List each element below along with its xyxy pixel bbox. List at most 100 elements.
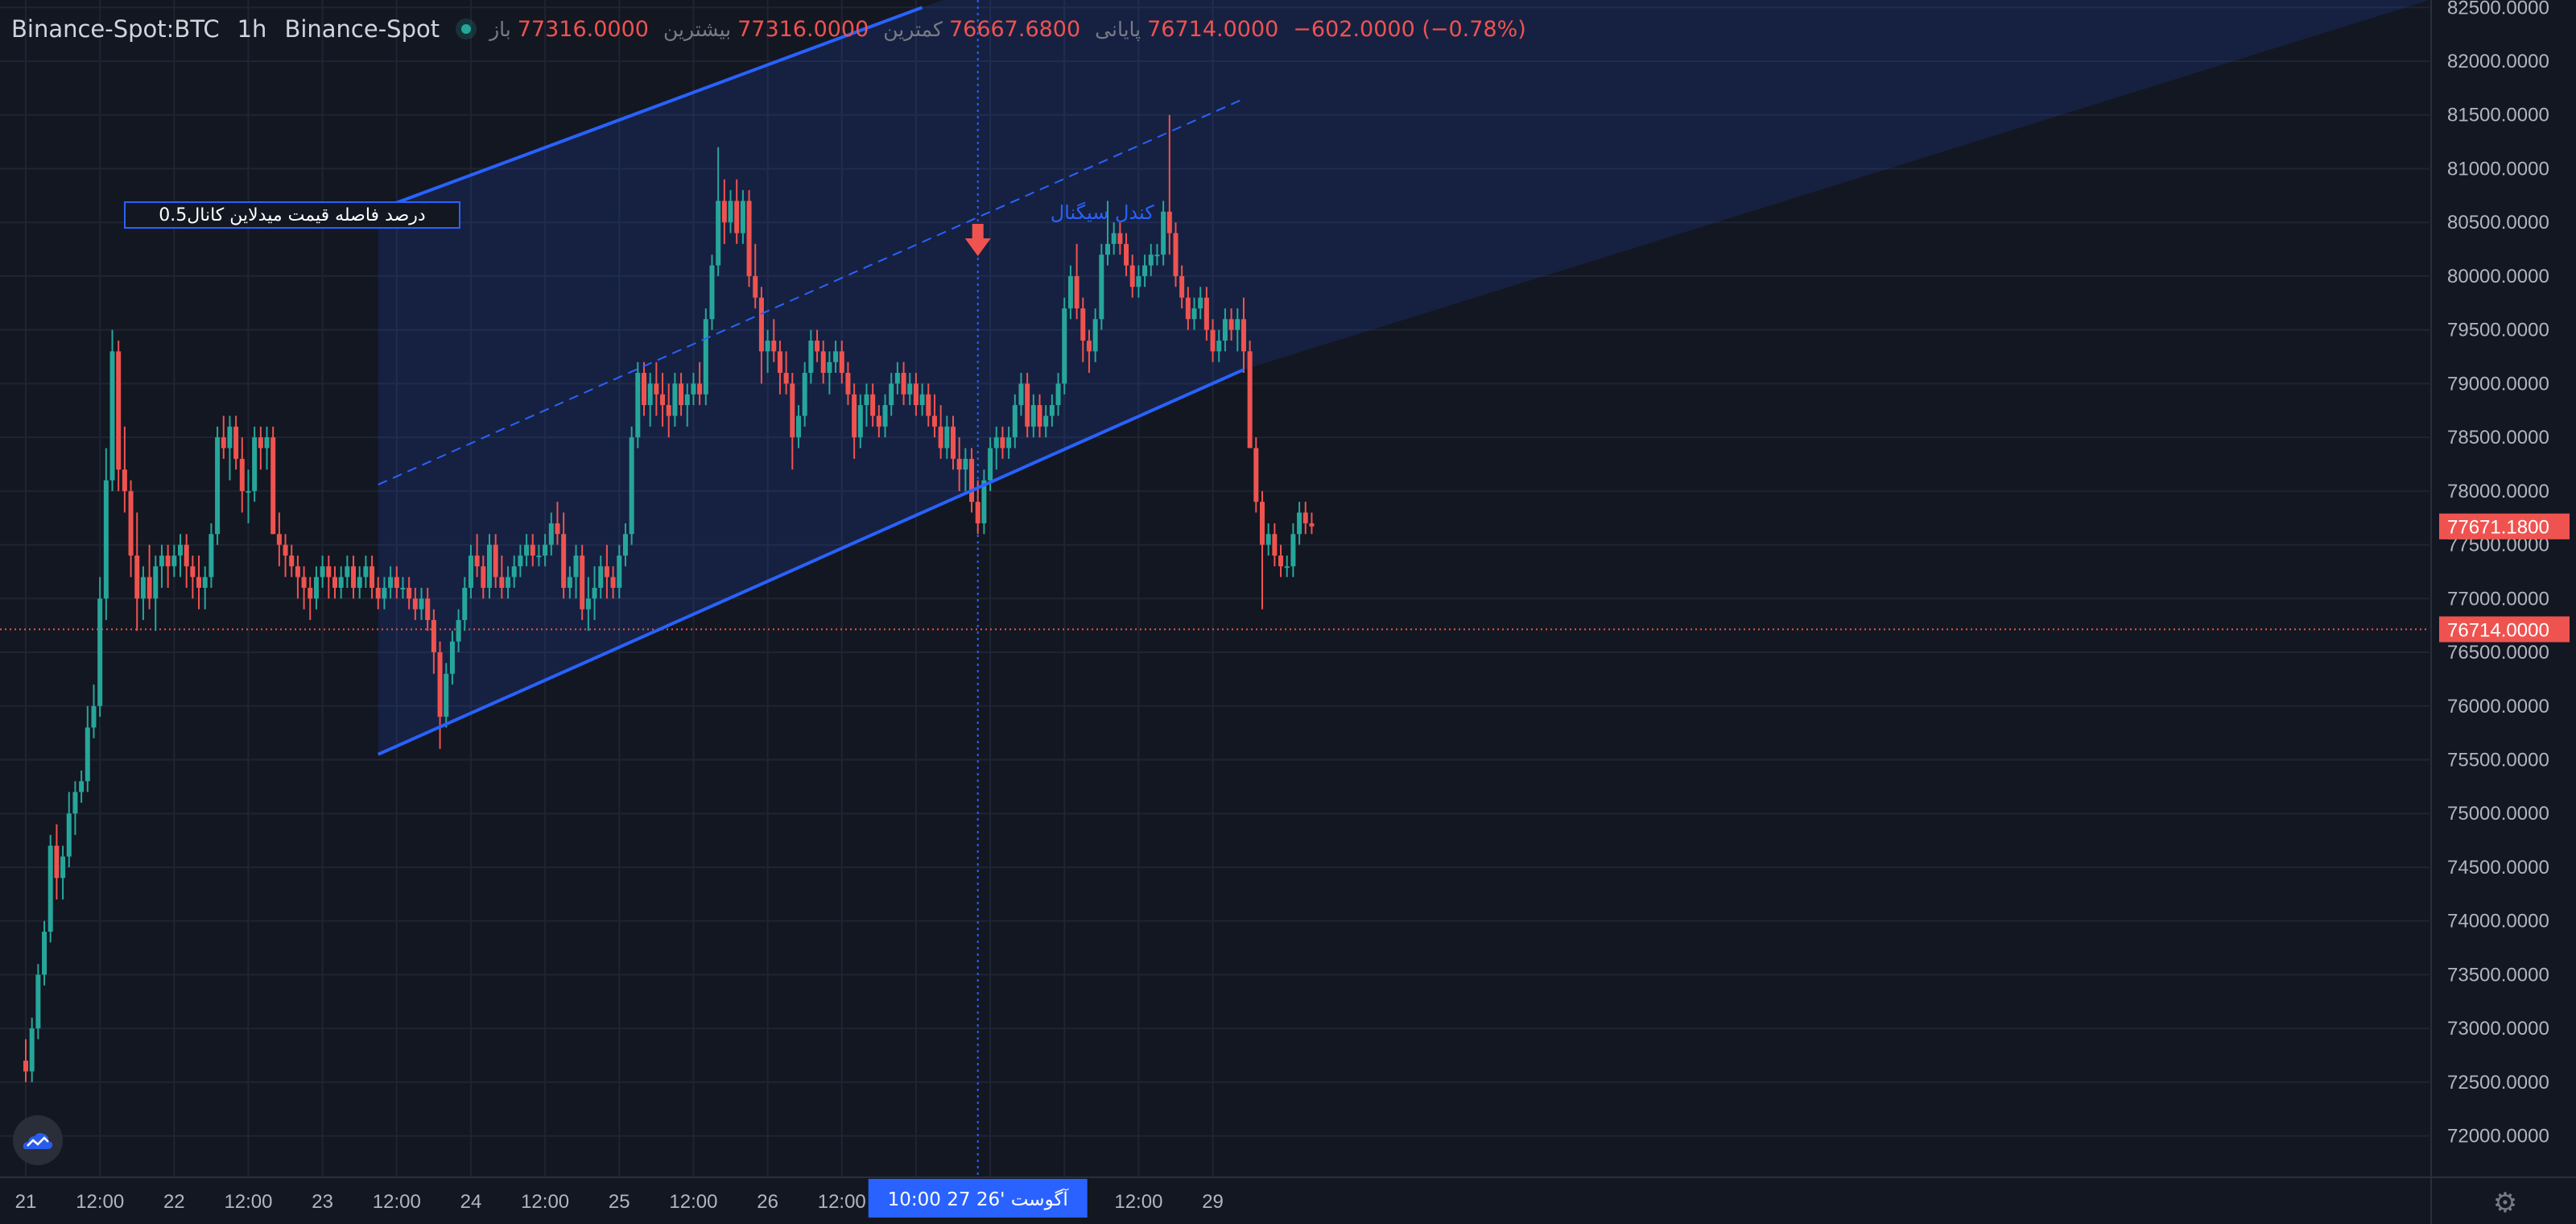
candle-body[interactable] [889,383,894,406]
candle-body[interactable] [827,362,832,374]
candle-body[interactable] [474,555,480,567]
candle-body[interactable] [1241,319,1246,352]
candle-body[interactable] [567,577,572,588]
candle-body[interactable] [196,577,202,588]
candle-body[interactable] [796,416,801,438]
candle-body[interactable] [351,566,357,588]
candle-body[interactable] [610,577,616,588]
market-status-icon[interactable] [456,19,477,39]
candle-body[interactable] [845,373,851,395]
candle-body[interactable] [1198,297,1203,308]
candle-body[interactable] [1173,233,1179,276]
candle-body[interactable] [1228,319,1234,330]
candle-body[interactable] [1006,437,1012,449]
candle-body[interactable] [808,340,814,374]
candle-body[interactable] [1191,308,1197,320]
candle-body[interactable] [734,201,740,234]
candle-body[interactable] [1117,233,1123,244]
candle-body[interactable] [375,587,381,599]
candle-body[interactable] [456,619,461,642]
candle-body[interactable] [35,974,41,1029]
candle-body[interactable] [394,577,399,588]
candle-body[interactable] [345,566,350,577]
candle-body[interactable] [202,577,208,588]
candle-body[interactable] [536,555,542,557]
candle-body[interactable] [870,394,876,416]
candle-body[interactable] [555,523,560,535]
candle-body[interactable] [153,566,159,599]
candle-body[interactable] [481,566,486,588]
candle-body[interactable] [1105,243,1110,255]
candle-body[interactable] [1278,555,1284,567]
candle-body[interactable] [672,383,678,416]
candle-body[interactable] [184,544,189,567]
candle-body[interactable] [1111,233,1117,244]
candle-body[interactable] [721,201,727,223]
candle-body[interactable] [215,437,221,535]
candle-body[interactable] [1086,340,1092,352]
candle-body[interactable] [425,598,431,620]
candle-body[interactable] [1043,416,1049,427]
candle-body[interactable] [1136,275,1141,287]
candle-body[interactable] [313,577,319,599]
candle-body[interactable] [951,426,956,459]
candle-body[interactable] [1265,534,1271,545]
candle-body[interactable] [604,566,609,577]
channel-lower-line[interactable] [377,368,1245,756]
candle-body[interactable] [221,437,226,449]
candle-body[interactable] [765,340,770,352]
candle-body[interactable] [679,383,684,406]
candle-body[interactable] [1309,523,1315,527]
candle-body[interactable] [91,705,97,728]
candle-body[interactable] [264,437,270,449]
candle-body[interactable] [1179,275,1185,298]
candle-body[interactable] [684,394,690,406]
candle-body[interactable] [1129,265,1135,287]
candle-body[interactable] [60,856,66,879]
candle-body[interactable] [956,458,962,470]
candle-body[interactable] [622,534,628,556]
candle-body[interactable] [283,544,288,556]
candle-body[interactable] [419,598,424,610]
candle-body[interactable] [580,555,585,610]
candle-body[interactable] [134,555,140,599]
candle-body[interactable] [122,469,127,491]
candle-body[interactable] [666,405,671,416]
candle-body[interactable] [1166,211,1172,234]
candle-body[interactable] [1099,254,1104,320]
candle-body[interactable] [635,373,641,438]
candle-body[interactable] [85,727,90,782]
candle-body[interactable] [1216,340,1222,352]
candle-body[interactable] [530,544,535,556]
candle-body[interactable] [1080,308,1086,341]
candle-body[interactable] [691,383,696,395]
candle-body[interactable] [709,265,715,320]
candle-body[interactable] [1290,534,1296,567]
candle-body[interactable] [437,652,443,717]
candle-body[interactable] [128,490,134,556]
candle-body[interactable] [227,426,233,449]
candle-body[interactable] [165,555,171,567]
candle-body[interactable] [1302,512,1308,523]
candle-body[interactable] [72,792,78,814]
candle-body[interactable] [1210,329,1216,352]
candle-body[interactable] [1037,405,1042,427]
candle-body[interactable] [969,458,975,502]
candle-body[interactable] [326,566,332,577]
candle-body[interactable] [524,544,530,556]
candle-body[interactable] [1000,437,1005,449]
candle-body[interactable] [388,577,394,588]
candle-body[interactable] [1253,448,1259,502]
candle-body[interactable] [178,544,183,556]
middle-line-annotation[interactable]: درصد فاصله قیمت میدلاین کانال0.5 [124,201,460,229]
candle-body[interactable] [617,555,622,588]
candle-body[interactable] [171,555,177,567]
candle-body[interactable] [1284,566,1290,569]
candle-body[interactable] [882,405,888,427]
candle-body[interactable] [147,577,152,599]
candle-body[interactable] [239,458,245,491]
candle-body[interactable] [1247,351,1253,449]
candle-body[interactable] [462,587,468,620]
candle-body[interactable] [852,394,857,438]
candle-body[interactable] [931,416,937,427]
